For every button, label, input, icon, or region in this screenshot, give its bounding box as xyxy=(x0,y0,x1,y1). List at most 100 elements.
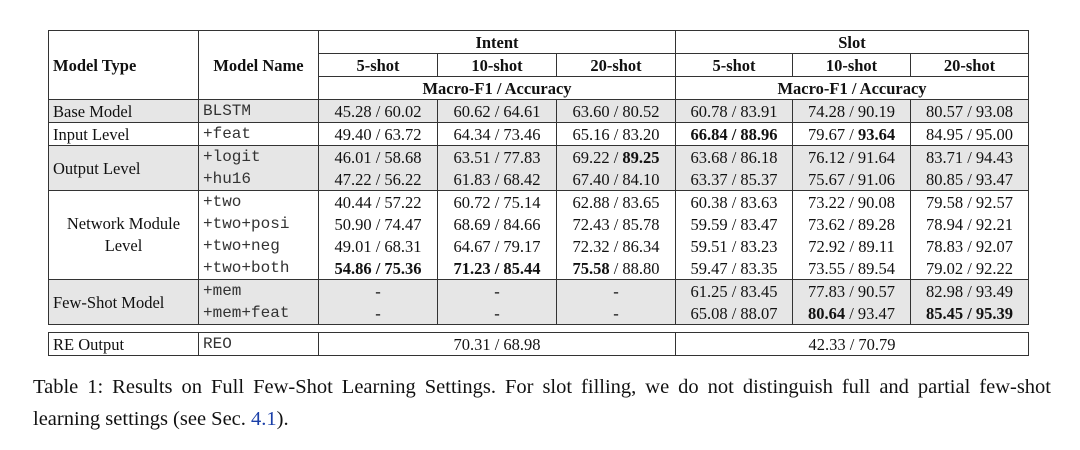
group-label: Base Model xyxy=(48,99,199,123)
metric-cell: 79.58 / 92.57 xyxy=(910,190,1030,213)
model-name: +two xyxy=(198,190,319,213)
metric-cell: 60.72 / 75.14 xyxy=(437,190,557,213)
metric-cell: 59.51 / 83.23 xyxy=(675,235,794,257)
group-label: Output Level xyxy=(48,145,199,191)
re-output-table: RE Output REO 70.31 / 68.98 42.33 / 70.79 xyxy=(48,332,1029,356)
data-row: +mem+feat - - -65.08 / 88.07 80.64 / 93.47 85… xyxy=(48,302,1030,325)
model-name: REO xyxy=(198,332,319,356)
metric-cell: 49.01 / 68.31 xyxy=(318,235,438,257)
metric-cell: - xyxy=(318,279,438,302)
header-shot: 10-shot xyxy=(437,53,557,77)
metric-cell: 61.25 / 83.45 xyxy=(675,279,794,302)
model-name: +two+neg xyxy=(198,235,319,257)
bold-value: 80.64 xyxy=(807,303,846,323)
header-cell: Model Name xyxy=(198,30,319,100)
bold-value: 71.23 / 85.44 xyxy=(453,258,541,278)
value: / 93.47 xyxy=(845,303,896,323)
metric-cell: - xyxy=(318,302,438,325)
metric-cell: 73.62 / 89.28 xyxy=(792,213,912,235)
metric-cell: 60.62 / 64.61 xyxy=(437,99,557,123)
metric-cell: 50.90 / 74.47 xyxy=(318,213,438,235)
metric-cell: 84.95 / 95.00 xyxy=(910,122,1030,146)
re-row: RE Output REO 70.31 / 68.98 42.33 / 70.79 xyxy=(48,332,1029,356)
header-shot: 10-shot xyxy=(792,53,912,77)
header-group: Slot xyxy=(675,30,1030,54)
bold-value: 89.25 xyxy=(622,147,660,167)
metric-cell: 72.43 / 85.78 xyxy=(555,213,677,235)
metric-cell: - xyxy=(437,279,557,302)
metric-cell: 75.67 / 91.06 xyxy=(792,168,912,191)
metric-cell: 59.47 / 83.35 xyxy=(675,257,794,280)
metric-cell: - xyxy=(437,302,557,325)
header-row: Macro-F1 / Accuracy Macro-F1 / Accuracy xyxy=(49,76,1030,100)
header-row: 5-shot 10-shot 20-shot 5-shot 10-shot 20-shot xyxy=(49,53,1030,77)
model-name: +mem xyxy=(198,279,319,302)
metric-cell: 49.40 / 63.72 xyxy=(318,122,438,146)
metric-cell: 64.34 / 73.46 xyxy=(437,122,557,146)
metric-cell: 80.57 / 93.08 xyxy=(910,99,1030,123)
header-row: Model Type Model Name Intent Slot xyxy=(48,30,1030,100)
metric-cell: 62.88 / 83.65 xyxy=(555,190,677,213)
metric-cell: 66.84 / 88.96 xyxy=(675,122,794,146)
model-name: BLSTM xyxy=(198,99,319,123)
table-wrap: Model Type Model Name Intent Slot 5-shot 10-s… xyxy=(48,30,1030,356)
metric-cell: 60.38 / 83.63 xyxy=(675,190,794,213)
metric-cell: 83.71 / 94.43 xyxy=(910,145,1030,168)
data-row: Input Level +feat 49.40 / 63.72 64.34 / 73.… xyxy=(48,122,1030,146)
model-name: +hu16 xyxy=(198,168,319,191)
group-label: Input Level xyxy=(48,122,199,146)
metric-cell: 67.40 / 84.10 xyxy=(555,168,677,191)
metric-cell: 69.22 / 89.25 xyxy=(555,145,677,168)
caption: Table 1: Results on Full Few-Shot Learni… xyxy=(33,371,1051,435)
value: 79.67 / xyxy=(807,124,858,144)
metric-cell: 65.16 / 83.20 xyxy=(555,122,677,146)
metric-cell: 76.12 / 91.64 xyxy=(792,145,912,168)
model-name: +feat xyxy=(198,122,319,146)
header-group: Intent xyxy=(317,30,677,54)
header-metric: Macro-F1 / Accuracy xyxy=(675,76,1030,100)
metric-cell: 79.02 / 92.22 xyxy=(910,257,1030,280)
section-link[interactable]: 4.1 xyxy=(251,408,277,430)
metric-cell: 45.28 / 60.02 xyxy=(318,99,438,123)
model-name: +logit xyxy=(198,145,319,168)
metric-cell: 82.98 / 93.49 xyxy=(910,279,1030,302)
metric-cell: 63.68 / 86.18 xyxy=(675,145,794,168)
model-name: +two+both xyxy=(198,257,319,280)
metric-cell: 47.22 / 56.22 xyxy=(318,168,438,191)
bold-value: 85.45 / 95.39 xyxy=(925,303,1014,323)
metric-cell: 59.59 / 83.47 xyxy=(675,213,794,235)
metric-cell: - xyxy=(555,279,677,302)
metric-cell: 78.94 / 92.21 xyxy=(910,213,1030,235)
bold-value: 66.84 / 88.96 xyxy=(690,124,778,144)
metric-cell: 73.22 / 90.08 xyxy=(792,190,912,213)
header-cell: Model Type xyxy=(48,30,199,100)
data-row: Base Model BLSTM 45.28 / 60.02 60.62 / 64.6… xyxy=(48,99,1030,123)
data-row: +two+posi 50.90 / 74.47 68.69 / 84.66 72.43… xyxy=(49,213,1030,235)
metric-cell: 63.51 / 77.83 xyxy=(437,145,557,168)
metric-cell: 42.33 / 70.79 xyxy=(675,332,1029,356)
metric-cell: 73.55 / 89.54 xyxy=(792,257,912,280)
metric-cell: 80.85 / 93.47 xyxy=(910,168,1030,191)
metric-cell: 72.32 / 86.34 xyxy=(555,235,677,257)
caption-text: Table 1: Results on Full Few-Shot Learni… xyxy=(33,376,1051,430)
metric-cell: 65.08 / 88.07 xyxy=(675,302,794,325)
data-row: Network Module Level +two 40.44 / 57.22 60.… xyxy=(48,190,1030,280)
data-row: Output Level +logit 46.01 / 58.68 63.51 / 7… xyxy=(48,145,1030,191)
metric-cell: 77.83 / 90.57 xyxy=(792,279,912,302)
group-label: Few-Shot Model xyxy=(48,279,199,325)
header-shot: 20-shot xyxy=(910,53,1030,77)
metric-cell: 54.86 / 75.36 xyxy=(318,257,438,280)
metric-cell: 60.78 / 83.91 xyxy=(675,99,794,123)
group-label: RE Output xyxy=(48,332,199,356)
metric-cell: 63.37 / 85.37 xyxy=(675,168,794,191)
model-name: +mem+feat xyxy=(198,302,319,325)
data-row: +hu16 47.22 / 56.22 61.83 / 68.42 67.40 / 8… xyxy=(48,168,1030,191)
metric-cell: 63.60 / 80.52 xyxy=(555,99,677,123)
data-row: Few-Shot Model +mem - - -61.25 / 83.45 77.83 … xyxy=(48,279,1030,325)
metric-cell: 64.67 / 79.17 xyxy=(437,235,557,257)
metric-cell: 72.92 / 89.11 xyxy=(792,235,912,257)
metric-cell: 68.69 / 84.66 xyxy=(437,213,557,235)
metric-cell: 78.83 / 92.07 xyxy=(910,235,1030,257)
header-shot: 5-shot xyxy=(318,53,438,77)
